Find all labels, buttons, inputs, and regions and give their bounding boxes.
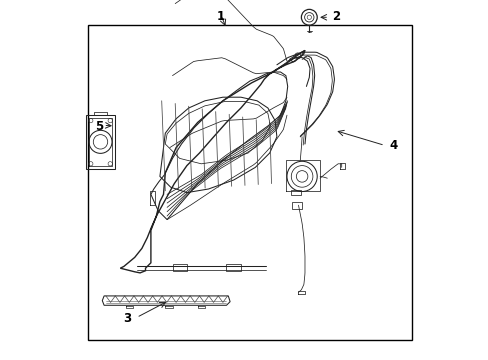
Text: 2: 2 [331,10,340,23]
Text: 1: 1 [217,10,224,23]
Bar [88,25,411,340]
Text: 5: 5 [94,120,102,132]
Text: 3: 3 [123,312,131,325]
Text: 4: 4 [389,139,397,152]
